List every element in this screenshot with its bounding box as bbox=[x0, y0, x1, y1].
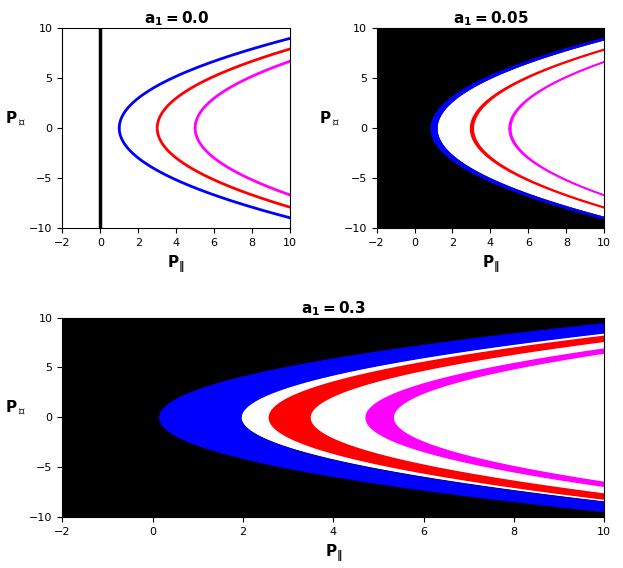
Y-axis label: $\mathbf{P_\perp}$: $\mathbf{P_\perp}$ bbox=[5, 109, 26, 128]
Title: $\mathbf{a_1=0.05}$: $\mathbf{a_1=0.05}$ bbox=[453, 10, 528, 28]
Title: $\mathbf{a_1= 0.3}$: $\mathbf{a_1= 0.3}$ bbox=[301, 299, 366, 318]
Y-axis label: $\mathbf{P_\perp}$: $\mathbf{P_\perp}$ bbox=[319, 109, 340, 128]
Title: $\mathbf{a_1= 0.0}$: $\mathbf{a_1= 0.0}$ bbox=[143, 10, 209, 28]
X-axis label: $\mathbf{P_{\|}}$: $\mathbf{P_{\|}}$ bbox=[168, 253, 185, 275]
X-axis label: $\mathbf{P_{\|}}$: $\mathbf{P_{\|}}$ bbox=[482, 253, 499, 275]
Y-axis label: $\mathbf{P_\perp}$: $\mathbf{P_\perp}$ bbox=[5, 398, 26, 417]
X-axis label: $\mathbf{P_{\|}}$: $\mathbf{P_{\|}}$ bbox=[325, 542, 342, 564]
